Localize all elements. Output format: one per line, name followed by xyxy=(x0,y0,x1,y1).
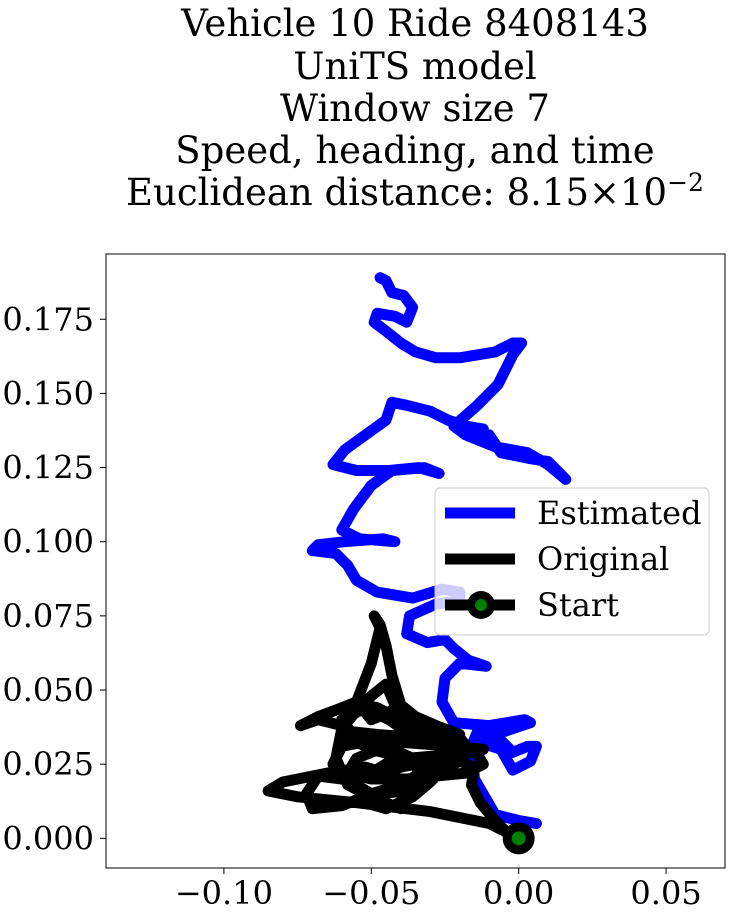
start-marker-center xyxy=(511,831,526,846)
y-tick-label: 0.075 xyxy=(2,597,94,635)
x-tick-label: 0.05 xyxy=(630,874,701,912)
y-tick-label: 0.000 xyxy=(2,819,94,857)
title-distance-label: Euclidean distance: xyxy=(126,171,507,214)
y-tick-label: 0.125 xyxy=(2,449,94,487)
start-layer xyxy=(502,822,535,855)
title-line-4: Speed, heading, and time xyxy=(175,129,654,172)
y-tick-label: 0.100 xyxy=(2,523,94,561)
title-distance-base: 10 xyxy=(620,171,667,214)
legend-label-original: Original xyxy=(537,540,669,578)
legend: Estimated Original Start xyxy=(434,487,710,636)
title-distance-exponent: −2 xyxy=(667,168,704,197)
legend-label-start: Start xyxy=(537,586,619,624)
x-tick-label: 0.00 xyxy=(483,874,554,912)
y-tick-label: 0.050 xyxy=(2,671,94,709)
title-line-1: Vehicle 10 Ride 8408143 xyxy=(180,2,649,45)
y-tick-label: 0.150 xyxy=(2,374,94,412)
title-line-3: Window size 7 xyxy=(280,87,550,130)
title-distance-times: × xyxy=(589,171,620,214)
series-layer xyxy=(262,272,572,844)
x-axis: −0.10 −0.05 0.00 0.05 xyxy=(175,868,702,912)
x-tick-label: −0.10 xyxy=(175,874,273,912)
y-axis: 0.000 0.025 0.050 0.075 0.100 0.125 0.150 0.175 xyxy=(2,300,106,857)
y-tick-label: 0.025 xyxy=(2,745,94,783)
title-line-5: Euclidean distance: 8.15×10−2 xyxy=(126,168,704,214)
x-tick-label: −0.05 xyxy=(322,874,420,912)
legend-frame xyxy=(434,487,710,636)
legend-label-estimated: Estimated xyxy=(537,494,702,532)
legend-start-marker-center xyxy=(475,599,487,611)
series-line-original xyxy=(262,610,525,844)
y-tick-label: 0.175 xyxy=(2,300,94,338)
title-distance-mantissa: 8.15 xyxy=(507,171,589,214)
chart-title: Vehicle 10 Ride 8408143 UniTS model Wind… xyxy=(126,2,704,214)
series-line-estimated xyxy=(306,272,572,829)
title-line-2: UniTS model xyxy=(293,45,536,88)
